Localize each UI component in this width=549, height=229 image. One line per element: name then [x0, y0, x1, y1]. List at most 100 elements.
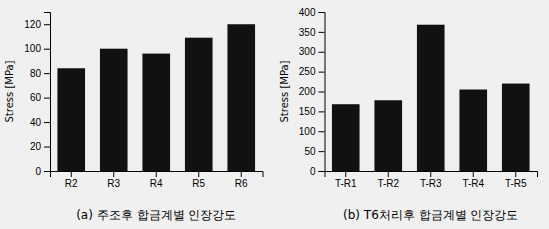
tick: 300	[299, 46, 325, 57]
tick-mark	[44, 147, 50, 148]
tick-label: 80	[30, 68, 42, 79]
tick-label: 60	[30, 92, 42, 103]
tick: 0	[35, 166, 50, 177]
tick: T-R5	[505, 171, 527, 189]
tick: 40	[30, 117, 50, 128]
tick: T-R2	[377, 171, 399, 189]
tick-label: T-R2	[377, 178, 399, 189]
tick: R6	[235, 171, 248, 189]
tick-mark	[473, 171, 474, 177]
x-axis: R2 R3 R4 R5 R6	[51, 171, 264, 189]
y-axis: 0 50 100 150 200 250 300 350 400	[299, 7, 325, 177]
tick-mark	[241, 171, 242, 177]
tick-mark	[44, 122, 50, 123]
tick: 0	[310, 166, 325, 177]
bar	[459, 90, 487, 171]
tick: 100	[299, 126, 325, 137]
tick-label: 300	[299, 46, 316, 57]
tick: T-R1	[335, 171, 357, 189]
tick-label: T-R5	[505, 178, 527, 189]
tick-label: R6	[235, 178, 248, 189]
tick: R5	[192, 171, 205, 189]
tick: 50	[304, 146, 324, 157]
tick-mark	[319, 12, 325, 13]
tick-mark	[388, 171, 389, 177]
tick-label: 250	[299, 66, 316, 77]
tick-mark	[113, 171, 114, 177]
tick-mark	[44, 73, 50, 74]
axis-title: Stress [MPa]	[279, 60, 290, 122]
tick-label: 20	[30, 141, 42, 152]
tick-mark	[44, 171, 50, 172]
bars	[332, 25, 530, 171]
tick-mark	[319, 151, 325, 152]
bar	[142, 54, 170, 171]
bar	[417, 25, 445, 171]
figure: R2R3R4R5R6020406080100120Stress [MPa](a)…	[0, 0, 549, 229]
tick: R2	[65, 171, 78, 189]
tick: 150	[299, 106, 325, 117]
tick: 200	[299, 86, 325, 97]
tick-mark	[198, 171, 199, 177]
tick-label: 200	[299, 86, 316, 97]
tick-label: 400	[299, 7, 316, 18]
tick: 80	[30, 68, 50, 79]
bar	[374, 100, 402, 171]
axis-line	[325, 172, 538, 178]
caption: (b) T6처리후 합금계별 인장강도	[343, 208, 518, 222]
tick-mark	[44, 98, 50, 99]
tick-label: 0	[35, 166, 41, 177]
tick-label: 100	[24, 43, 41, 54]
tick-label: 40	[30, 117, 42, 128]
y-axis: 0 20 40 60 80 100 120	[24, 13, 50, 177]
bar	[502, 84, 530, 171]
axis-line	[44, 13, 51, 172]
tick-label: T-R4	[462, 178, 484, 189]
tick-mark	[71, 171, 72, 177]
tick-mark	[319, 111, 325, 112]
bar	[332, 104, 360, 171]
tick-label: 100	[299, 126, 316, 137]
bar	[100, 49, 128, 171]
tick-label: T-R3	[420, 178, 442, 189]
tick-mark	[319, 131, 325, 132]
tick: 60	[30, 92, 50, 103]
bar	[185, 38, 213, 171]
tick-label: R2	[65, 178, 78, 189]
tick-mark	[44, 49, 50, 50]
tick-mark	[319, 52, 325, 53]
tick-mark	[515, 171, 516, 177]
tick: R3	[107, 171, 120, 189]
tick: R4	[150, 171, 163, 189]
bar	[57, 68, 85, 171]
tick-mark	[319, 72, 325, 73]
tick: 20	[30, 141, 50, 152]
tick: 400	[299, 7, 325, 18]
tick-label: 50	[304, 146, 316, 157]
chart-container: R2R3R4R5R6020406080100120Stress [MPa](a)…	[0, 0, 549, 229]
tick-mark	[44, 24, 50, 25]
panel: R2 R3 R4 R5 R6 0 20 40 60 80 100 120 Stress [MPa]	[4, 13, 263, 190]
bar	[227, 24, 255, 171]
axis-line	[319, 13, 326, 172]
tick-label: 0	[310, 166, 316, 177]
tick-mark	[345, 171, 346, 177]
axis-title: Stress [MPa]	[4, 60, 15, 122]
x-axis: T-R1 T-R2 T-R3 T-R4 T-R5	[325, 171, 538, 189]
tick: 350	[299, 27, 325, 38]
tick-label: T-R1	[335, 178, 357, 189]
tick: 100	[24, 43, 50, 54]
tick-mark	[156, 171, 157, 177]
tick: T-R4	[462, 171, 484, 189]
tick: 120	[24, 19, 50, 30]
tick-mark	[319, 171, 325, 172]
tick-label: R4	[150, 178, 163, 189]
tick: T-R3	[420, 171, 442, 189]
tick-label: 350	[299, 27, 316, 38]
tick-mark	[430, 171, 431, 177]
tick-label: R3	[107, 178, 120, 189]
tick-label: R5	[192, 178, 205, 189]
axis-line	[51, 172, 264, 178]
tick-label: 150	[299, 106, 316, 117]
panel: T-R1 T-R2 T-R3 T-R4 T-R5 0 50 100 150 200 250 300 35…	[279, 7, 538, 189]
